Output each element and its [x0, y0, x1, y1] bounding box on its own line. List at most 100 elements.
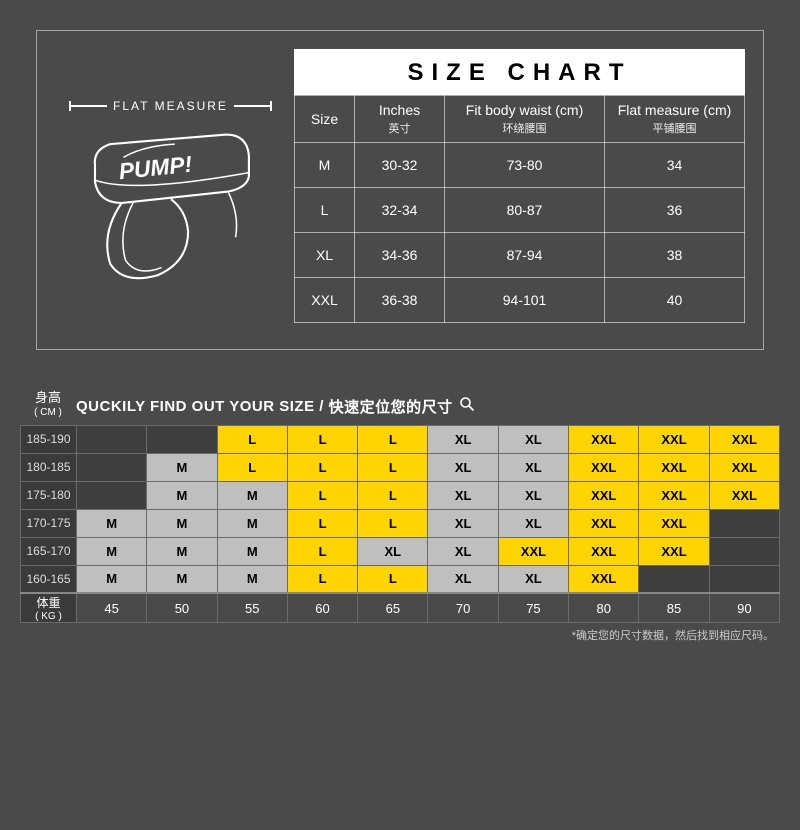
size-cell: XL [428, 425, 498, 453]
size-cell: M [147, 565, 217, 593]
height-cell: 160-165 [21, 565, 77, 593]
weight-cell: 85 [639, 593, 709, 623]
size-cell [147, 425, 217, 453]
size-cell: M [217, 537, 287, 565]
size-cell: L [358, 509, 428, 537]
magnifier-icon [459, 396, 475, 416]
height-axis-label: 身高 ( CM ) [20, 390, 76, 419]
flat-measure-label: FLAT MEASURE [69, 99, 272, 113]
size-chart-table-wrap: SIZE CHART SizeInches英寸Fit body waist (c… [294, 49, 745, 331]
size-cell: XL [498, 481, 568, 509]
size-chart-title: SIZE CHART [294, 49, 745, 95]
size-cell: M [147, 537, 217, 565]
size-chart-cell: 80-87 [445, 188, 605, 233]
size-chart-cell: 30-32 [355, 143, 445, 188]
size-chart-col: Inches英寸 [355, 96, 445, 143]
size-cell: XXL [639, 453, 709, 481]
size-cell: XXL [569, 481, 639, 509]
flat-measure-text: FLAT MEASURE [113, 99, 228, 113]
product-line-drawing: PUMP! [76, 127, 266, 289]
weight-axis-label: 体重( KG ) [21, 593, 77, 623]
size-cell: L [358, 565, 428, 593]
size-cell: L [287, 425, 357, 453]
size-chart-cell: XXL [295, 278, 355, 323]
weight-cell: 45 [77, 593, 147, 623]
size-cell: XL [498, 509, 568, 537]
weight-cell: 80 [569, 593, 639, 623]
size-chart-col: Fit body waist (cm)环绕腰围 [445, 96, 605, 143]
size-cell: L [287, 453, 357, 481]
size-cell: M [217, 481, 287, 509]
size-cell: XXL [498, 537, 568, 565]
height-cell: 185-190 [21, 425, 77, 453]
size-finder-grid: 185-190LLLXLXLXXLXXLXXL180-185MLLLXLXLXX… [20, 425, 780, 624]
size-chart-row: XXL36-3894-10140 [295, 278, 745, 323]
size-cell: XXL [639, 509, 709, 537]
weight-cell: 75 [498, 593, 568, 623]
size-cell: L [287, 481, 357, 509]
size-chart-col: Flat measure (cm)平铺腰围 [605, 96, 745, 143]
weight-cell: 60 [287, 593, 357, 623]
size-chart-cell: 36-38 [355, 278, 445, 323]
size-chart-cell: 94-101 [445, 278, 605, 323]
size-cell: XL [428, 565, 498, 593]
size-cell [709, 537, 779, 565]
size-chart-cell: 87-94 [445, 233, 605, 278]
size-cell: M [217, 509, 287, 537]
size-cell: XL [428, 509, 498, 537]
brand-text: PUMP! [117, 151, 193, 185]
size-cell: XXL [569, 565, 639, 593]
size-chart-row: M30-3273-8034 [295, 143, 745, 188]
size-cell [77, 453, 147, 481]
size-cell: XL [498, 453, 568, 481]
size-cell: L [358, 453, 428, 481]
size-cell: M [77, 537, 147, 565]
size-cell: L [287, 565, 357, 593]
size-cell: XXL [569, 453, 639, 481]
size-cell: XXL [569, 537, 639, 565]
size-cell: XXL [709, 481, 779, 509]
size-cell: L [217, 425, 287, 453]
size-cell: M [217, 565, 287, 593]
size-chart-cell: L [295, 188, 355, 233]
size-cell: XXL [569, 425, 639, 453]
size-cell: M [147, 509, 217, 537]
size-chart-table: SizeInches英寸Fit body waist (cm)环绕腰围Flat … [294, 95, 745, 323]
size-chart-cell: 38 [605, 233, 745, 278]
size-cell: M [147, 453, 217, 481]
height-cell: 165-170 [21, 537, 77, 565]
size-chart-cell: 34 [605, 143, 745, 188]
finder-title: QUCKILY FIND OUT YOUR SIZE / 快速定位您的尺寸 [76, 396, 475, 419]
weight-cell: 70 [428, 593, 498, 623]
weight-cell: 90 [709, 593, 779, 623]
size-cell [77, 425, 147, 453]
size-chart-col: Size [295, 96, 355, 143]
size-chart-cell: XL [295, 233, 355, 278]
size-cell: L [358, 425, 428, 453]
size-cell [77, 481, 147, 509]
height-cell: 180-185 [21, 453, 77, 481]
size-chart-cell: 40 [605, 278, 745, 323]
size-cell [639, 565, 709, 593]
size-cell: L [287, 509, 357, 537]
size-chart-panel: FLAT MEASURE PUMP! SIZE CHART SizeInches… [36, 30, 764, 350]
height-cell: 175-180 [21, 481, 77, 509]
size-cell: M [147, 481, 217, 509]
flat-measure-column: FLAT MEASURE PUMP! [47, 49, 294, 331]
size-chart-cell: 73-80 [445, 143, 605, 188]
weight-cell: 50 [147, 593, 217, 623]
finder-footnote: *确定您的尺寸数据，然后找到相应尺码。 [20, 627, 780, 643]
size-cell [709, 509, 779, 537]
size-cell: M [77, 509, 147, 537]
size-cell: XXL [709, 453, 779, 481]
finder-header: 身高 ( CM ) QUCKILY FIND OUT YOUR SIZE / 快… [20, 390, 780, 419]
size-chart-row: L32-3480-8736 [295, 188, 745, 233]
size-cell: XL [498, 425, 568, 453]
size-cell: M [77, 565, 147, 593]
size-cell: XXL [639, 425, 709, 453]
size-cell: XXL [569, 509, 639, 537]
size-cell: L [358, 481, 428, 509]
size-chart-row: XL34-3687-9438 [295, 233, 745, 278]
size-cell: XXL [709, 425, 779, 453]
size-chart-cell: 32-34 [355, 188, 445, 233]
